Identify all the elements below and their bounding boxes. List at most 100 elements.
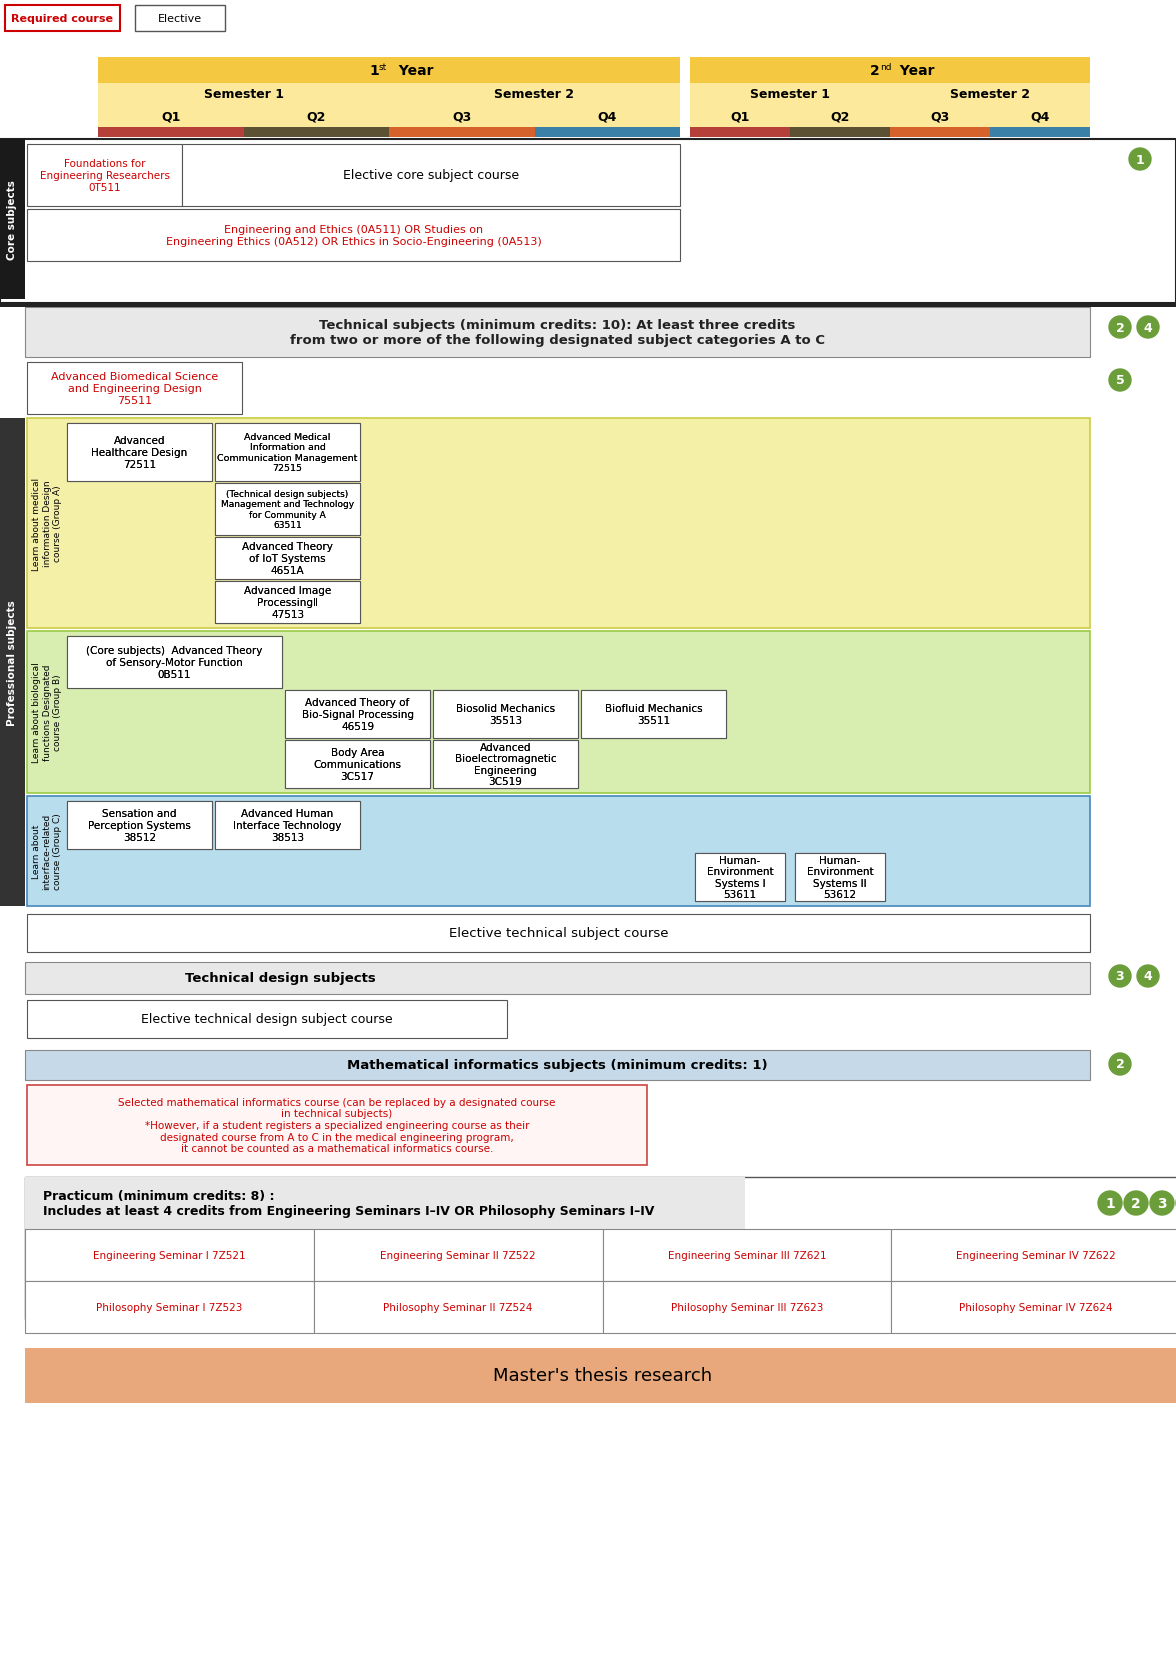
Text: Philosophy Seminar II 7Z524: Philosophy Seminar II 7Z524 (383, 1303, 533, 1313)
Text: nd: nd (880, 63, 891, 72)
Text: 3: 3 (1157, 1196, 1167, 1210)
Bar (215, 582, 360, 624)
Text: 2: 2 (1116, 321, 1124, 334)
Circle shape (1109, 316, 1131, 339)
Bar (27, 915, 1090, 952)
Bar (0, 140, 1176, 305)
Bar (25, 1050, 1090, 1080)
Bar (695, 854, 786, 902)
Text: 1: 1 (1136, 153, 1144, 166)
Bar (27, 419, 1090, 629)
Bar (27, 145, 182, 206)
Bar (215, 424, 360, 481)
Bar (285, 740, 430, 789)
Text: (Core subjects)  Advanced Theory
of Sensory-Motor Function
0B511: (Core subjects) Advanced Theory of Senso… (86, 646, 262, 679)
Bar (67, 424, 212, 481)
Bar (285, 691, 430, 739)
Text: Year: Year (890, 63, 935, 78)
Bar (67, 424, 212, 481)
Bar (890, 106, 990, 128)
Text: Advanced
Healthcare Design
72511: Advanced Healthcare Design 72511 (92, 436, 188, 469)
Bar (790, 106, 890, 128)
Bar (27, 632, 1090, 794)
Bar (215, 582, 360, 624)
Text: Selected mathematical informatics course (can be replaced by a designated course: Selected mathematical informatics course… (119, 1097, 556, 1153)
Text: (Technical design subjects)
Management and Technology
for Community A
63511: (Technical design subjects) Management a… (221, 489, 354, 529)
Circle shape (1109, 369, 1131, 391)
Text: Foundations for
Engineering Researchers
0T511: Foundations for Engineering Researchers … (40, 160, 169, 193)
Text: 4: 4 (1143, 970, 1152, 983)
Bar (433, 691, 577, 739)
Bar (215, 802, 360, 850)
Text: Engineering Seminar IV 7Z622: Engineering Seminar IV 7Z622 (956, 1250, 1116, 1260)
Text: Advanced
Bioelectromagnetic
Engineering
3C519: Advanced Bioelectromagnetic Engineering … (455, 742, 556, 787)
Bar (25, 1348, 1176, 1403)
Text: 1: 1 (1105, 1196, 1115, 1210)
Text: Human-
Environment
Systems I
53611: Human- Environment Systems I 53611 (707, 855, 774, 900)
Bar (690, 128, 790, 138)
Circle shape (1129, 148, 1151, 171)
Text: Advanced Theory of
Bio-Signal Processing
46519: Advanced Theory of Bio-Signal Processing… (301, 697, 414, 730)
Bar (215, 537, 360, 579)
Bar (25, 308, 1090, 358)
Text: Q4: Q4 (1030, 110, 1050, 123)
Text: Philosophy Seminar III 7Z623: Philosophy Seminar III 7Z623 (670, 1303, 823, 1313)
Circle shape (1109, 965, 1131, 987)
Text: 2: 2 (1131, 1196, 1141, 1210)
Text: Advanced Medical
Information and
Communication Management
72515: Advanced Medical Information and Communi… (218, 433, 358, 473)
Bar (215, 484, 360, 536)
Bar (215, 802, 360, 850)
Bar (243, 128, 389, 138)
Text: Q1: Q1 (161, 110, 180, 123)
Text: Q2: Q2 (830, 110, 850, 123)
Text: Advanced
Bioelectromagnetic
Engineering
3C519: Advanced Bioelectromagnetic Engineering … (455, 742, 556, 787)
Text: Engineering Seminar II 7Z522: Engineering Seminar II 7Z522 (380, 1250, 536, 1260)
Bar (389, 128, 535, 138)
Bar (314, 1281, 602, 1333)
Bar (690, 83, 890, 106)
Bar (695, 854, 786, 902)
Bar (433, 740, 577, 789)
Bar (215, 484, 360, 536)
Text: Body Area
Communications
3C517: Body Area Communications 3C517 (314, 747, 401, 780)
Text: 4: 4 (1143, 321, 1152, 334)
Text: Q3: Q3 (930, 110, 950, 123)
Text: Biofluid Mechanics
35511: Biofluid Mechanics 35511 (604, 704, 702, 726)
Text: Sensation and
Perception Systems
38512: Sensation and Perception Systems 38512 (88, 809, 191, 842)
Bar (215, 424, 360, 481)
Bar (795, 854, 886, 902)
Bar (0, 303, 1176, 308)
Bar (25, 1178, 1176, 1320)
Text: Advanced Human
Interface Technology
38513: Advanced Human Interface Technology 3851… (233, 809, 342, 842)
Bar (25, 1230, 314, 1281)
Text: Semester 2: Semester 2 (950, 88, 1030, 102)
Bar (98, 106, 243, 128)
Text: (Technical design subjects)
Management and Technology
for Community A
63511: (Technical design subjects) Management a… (221, 489, 354, 529)
Bar (285, 740, 430, 789)
Bar (535, 106, 680, 128)
Bar (795, 854, 886, 902)
Bar (890, 128, 990, 138)
Text: Human-
Environment
Systems II
53612: Human- Environment Systems II 53612 (807, 855, 874, 900)
Bar (790, 128, 890, 138)
Text: Human-
Environment
Systems I
53611: Human- Environment Systems I 53611 (707, 855, 774, 900)
Bar (27, 1000, 507, 1038)
Bar (433, 740, 577, 789)
Text: Advanced Medical
Information and
Communication Management
72515: Advanced Medical Information and Communi… (218, 433, 358, 473)
Text: Technical design subjects: Technical design subjects (185, 972, 376, 985)
Bar (135, 7, 225, 32)
Bar (25, 1178, 746, 1230)
Bar (990, 128, 1090, 138)
Bar (581, 691, 726, 739)
Text: Biosolid Mechanics
35513: Biosolid Mechanics 35513 (456, 704, 555, 726)
Text: Elective technical design subject course: Elective technical design subject course (141, 1013, 393, 1027)
Text: Sensation and
Perception Systems
38512: Sensation and Perception Systems 38512 (88, 809, 191, 842)
Text: Core subjects: Core subjects (7, 180, 18, 260)
Bar (98, 128, 243, 138)
Bar (389, 106, 535, 128)
Text: Year: Year (389, 63, 434, 78)
Text: Practicum (minimum credits: 8) :
Includes at least 4 credits from Engineering Se: Practicum (minimum credits: 8) : Include… (44, 1190, 654, 1218)
Text: Q1: Q1 (730, 110, 749, 123)
Text: Q3: Q3 (452, 110, 472, 123)
Bar (990, 106, 1090, 128)
